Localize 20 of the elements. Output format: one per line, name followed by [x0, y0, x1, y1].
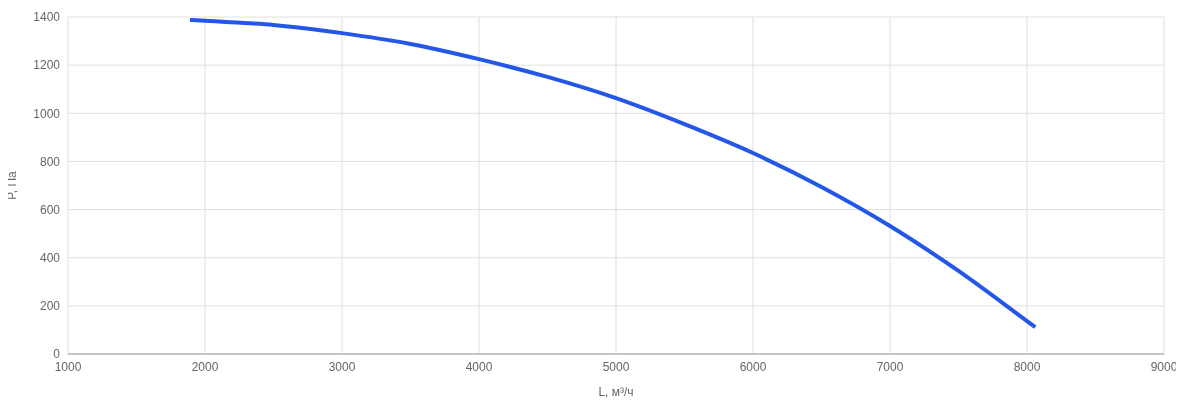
y-tick-label: 1400	[33, 10, 61, 25]
y-tick-label: 600	[39, 202, 61, 217]
y-axis-title: P, Па	[5, 170, 20, 200]
x-tick-label: 5000	[602, 359, 630, 374]
x-tick-label: 4000	[465, 359, 493, 374]
x-axis-title: L, м³/ч	[598, 385, 634, 399]
x-tick-label: 7000	[876, 359, 904, 374]
x-tick-label: 2000	[191, 359, 219, 374]
x-tick-label: 3000	[328, 359, 356, 374]
x-tick-label: 1000	[54, 359, 82, 374]
y-tick-label: 0	[53, 347, 61, 362]
y-tick-label: 200	[39, 299, 61, 314]
y-tick-label: 800	[39, 154, 61, 169]
x-tick-label: 8000	[1013, 359, 1041, 374]
y-tick-label: 400	[39, 250, 61, 265]
line-series	[187, 17, 1038, 330]
x-tick-label: 6000	[739, 359, 767, 374]
y-tick-label: 1200	[33, 58, 61, 73]
x-tick-label: 9000	[1150, 359, 1178, 374]
y-tick-label: 1000	[33, 106, 61, 121]
